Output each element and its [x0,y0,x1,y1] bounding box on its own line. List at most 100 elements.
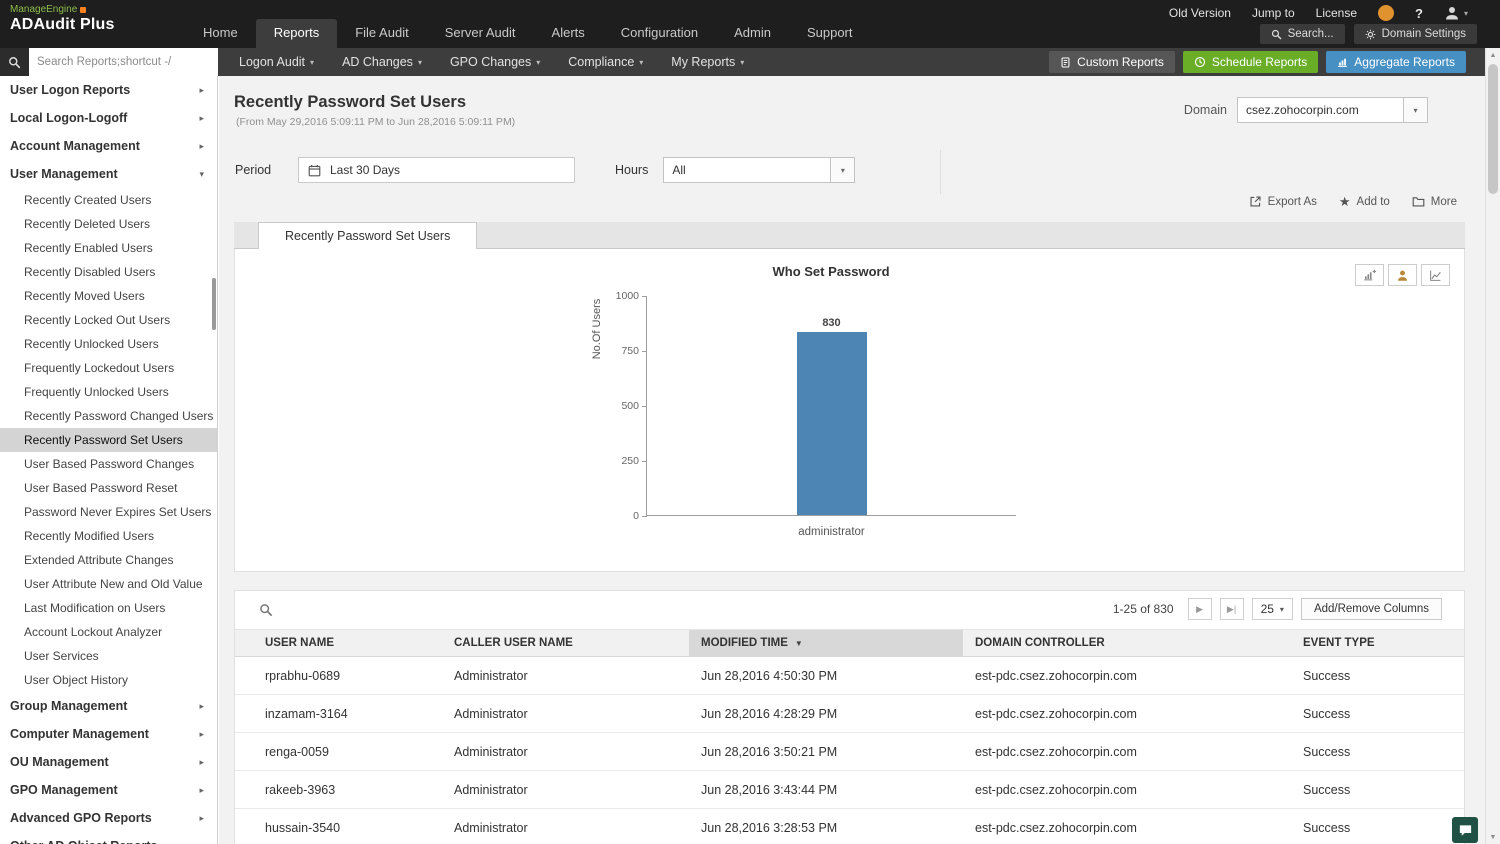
page-scrollbar[interactable]: ▲ ▼ [1485,48,1500,844]
sidebar-item-recently-unlocked-users[interactable]: Recently Unlocked Users [24,337,159,351]
sidebar-item-last-modification-on-users[interactable]: Last Modification on Users [24,601,166,615]
nav-item-support[interactable]: Support [806,25,853,40]
notifications-icon[interactable] [1378,5,1395,21]
table-row[interactable]: rprabhu-0689 Administrator Jun 28,2016 4:5… [235,656,1464,695]
menu-compliance[interactable]: Compliance ▾ [554,48,657,76]
chevron-right-icon: ▸ [199,812,204,823]
sidebar-item-user-based-password-reset[interactable]: User Based Password Reset [24,481,178,495]
table-row[interactable]: rakeeb-3963 Administrator Jun 28,2016 3:43… [235,770,1464,809]
next-page-button[interactable]: ▶ [1187,598,1212,620]
header-links: Old Version Jump to License ? ▾ [1169,5,1468,21]
custom-reports-label: Custom Reports [1077,55,1164,69]
y-axis-tick-mark [642,461,647,462]
table-row[interactable]: renga-0059 Administrator Jun 28,2016 3:50:… [235,732,1464,771]
page-size-select[interactable]: 25 ▾ [1251,598,1293,620]
x-axis-category-label: administrator [798,526,865,538]
chat-widget-button[interactable] [1452,817,1478,843]
sidebar-section-local-logon-logoff[interactable]: Local Logon-Logoff ▸ [0,104,217,132]
add-to-button[interactable]: ★ Add to [1339,195,1390,208]
table-row[interactable]: hussain-3540 Administrator Jun 28,2016 3:2… [235,808,1464,844]
sidebar-item-recently-modified-users[interactable]: Recently Modified Users [24,529,155,543]
table-row[interactable]: inzamam-3164 Administrator Jun 28,2016 4:2… [235,694,1464,733]
header-link-jump-to[interactable]: Jump to [1251,6,1295,20]
nav-item-home[interactable]: Home [203,25,238,40]
sidebar-item-recently-password-changed-users[interactable]: Recently Password Changed Users [24,409,214,423]
sidebar-item-recently-password-set-users[interactable]: Recently Password Set Users [0,428,217,452]
search-button[interactable]: Search... [1259,24,1345,44]
chevron-down-icon: ▾ [310,57,315,67]
column-header-user-name[interactable]: USER NAME [235,629,448,657]
last-page-button[interactable]: ▶| [1219,598,1244,620]
chart-type-bar-icon[interactable] [1355,264,1384,286]
y-axis-tick-label: 500 [621,400,639,412]
chevron-down-icon: ▾ [417,57,422,67]
help-icon[interactable]: ? [1415,5,1423,21]
sidebar-section-ou-management[interactable]: OU Management ▸ [0,748,217,776]
table-search-icon[interactable] [259,603,273,617]
menu-ad-changes[interactable]: AD Changes ▾ [328,48,436,76]
user-menu[interactable]: ▾ [1444,5,1468,21]
chart-user-view-icon[interactable] [1388,264,1417,286]
sidebar-item-account-lockout-analyzer[interactable]: Account Lockout Analyzer [24,625,163,639]
domain-settings-button[interactable]: Domain Settings [1353,24,1477,44]
sidebar-item-frequently-unlocked-users[interactable]: Frequently Unlocked Users [24,385,169,399]
search-reports-input[interactable] [29,48,218,76]
bar-administrator[interactable]: 830 [796,317,867,515]
sidebar-item-recently-enabled-users[interactable]: Recently Enabled Users [24,241,153,255]
header-link-license[interactable]: License [1315,6,1358,20]
nav-item-alerts[interactable]: Alerts [551,25,585,40]
sidebar-section-account-management[interactable]: Account Management ▸ [0,132,217,160]
manageengine-logo: ManageEngine [10,4,115,15]
sidebar-item-extended-attribute-changes[interactable]: Extended Attribute Changes [24,553,174,567]
more-button[interactable]: More [1412,195,1457,208]
scrollbar-thumb[interactable] [1488,64,1498,194]
menu-logon-audit[interactable]: Logon Audit ▾ [225,48,328,76]
sidebar-scrollbar-thumb[interactable] [212,278,216,330]
add-remove-columns-button[interactable]: Add/Remove Columns [1300,598,1442,620]
column-header-caller-user-name[interactable]: CALLER USER NAME [448,629,689,657]
nav-item-server-audit[interactable]: Server Audit [444,25,516,40]
sidebar-section-other-ad-object-reports[interactable]: Other AD Object Reports ▸ [0,832,217,844]
sidebar-item-recently-locked-out-users[interactable]: Recently Locked Out Users [24,313,171,327]
sidebar-item-user-attribute-new-and-old-value[interactable]: User Attribute New and Old Value [24,577,203,591]
scroll-up-icon[interactable]: ▲ [1489,51,1497,59]
sidebar-item-recently-created-users[interactable]: Recently Created Users [24,193,152,207]
sidebar-item-password-never-expires-set-users[interactable]: Password Never Expires Set Users [24,505,212,519]
header-link-old-version[interactable]: Old Version [1168,6,1231,20]
sidebar-item-user-object-history[interactable]: User Object History [24,673,129,687]
sidebar-item-frequently-lockedout-users[interactable]: Frequently Lockedout Users [24,361,175,375]
sidebar-section-advanced-gpo-reports[interactable]: Advanced GPO Reports ▸ [0,804,217,832]
nav-item-reports[interactable]: Reports [255,19,338,48]
aggregate-reports-button[interactable]: Aggregate Reports [1326,51,1466,73]
sidebar-item-recently-moved-users[interactable]: Recently Moved Users [24,289,145,303]
column-header-event-type[interactable]: EVENT TYPE [1291,629,1464,657]
hours-select[interactable]: All ▾ [663,157,856,183]
sidebar-section-group-management[interactable]: Group Management ▸ [0,692,217,720]
sidebar-section-computer-management[interactable]: Computer Management ▸ [0,720,217,748]
column-header-modified-time[interactable]: MODIFIED TIME ▼ [689,629,963,657]
schedule-reports-button[interactable]: Schedule Reports [1182,51,1319,73]
sidebar-section-gpo-management[interactable]: GPO Management ▸ [0,776,217,804]
sidebar-item-user-services[interactable]: User Services [24,649,99,663]
column-header-domain-controller[interactable]: DOMAIN CONTROLLER [963,629,1291,657]
menu-gpo-changes[interactable]: GPO Changes ▾ [436,48,554,76]
period-input[interactable]: Last 30 Days [298,157,575,183]
search-icon[interactable] [0,48,29,76]
sidebar-section-user-logon-reports[interactable]: User Logon Reports ▸ [0,76,217,104]
sidebar-item-user-based-password-changes[interactable]: User Based Password Changes [24,457,195,471]
tab-recently-password-set-users[interactable]: Recently Password Set Users [258,222,478,249]
domain-select[interactable]: csez.zohocorpin.com ▾ [1237,97,1428,123]
nav-item-admin[interactable]: Admin [734,25,771,40]
custom-reports-button[interactable]: Custom Reports [1049,51,1175,73]
cell-domain-controller: est-pdc.csez.zohocorpin.com [963,656,1291,695]
nav-item-configuration[interactable]: Configuration [620,25,699,40]
cell-modified-time: Jun 28,2016 3:28:53 PM [689,808,963,844]
nav-item-file-audit[interactable]: File Audit [355,25,409,40]
menu-my-reports[interactable]: My Reports ▾ [657,48,758,76]
scroll-down-icon[interactable]: ▼ [1489,833,1497,841]
chart-type-line-icon[interactable] [1421,264,1450,286]
sidebar-section-user-management[interactable]: User Management ▾ [0,160,217,188]
export-as-button[interactable]: Export As [1249,195,1317,208]
sidebar-item-recently-disabled-users[interactable]: Recently Disabled Users [24,265,156,279]
sidebar-item-recently-deleted-users[interactable]: Recently Deleted Users [24,217,151,231]
